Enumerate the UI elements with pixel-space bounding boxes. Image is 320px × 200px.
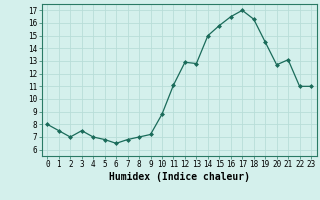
X-axis label: Humidex (Indice chaleur): Humidex (Indice chaleur): [109, 172, 250, 182]
